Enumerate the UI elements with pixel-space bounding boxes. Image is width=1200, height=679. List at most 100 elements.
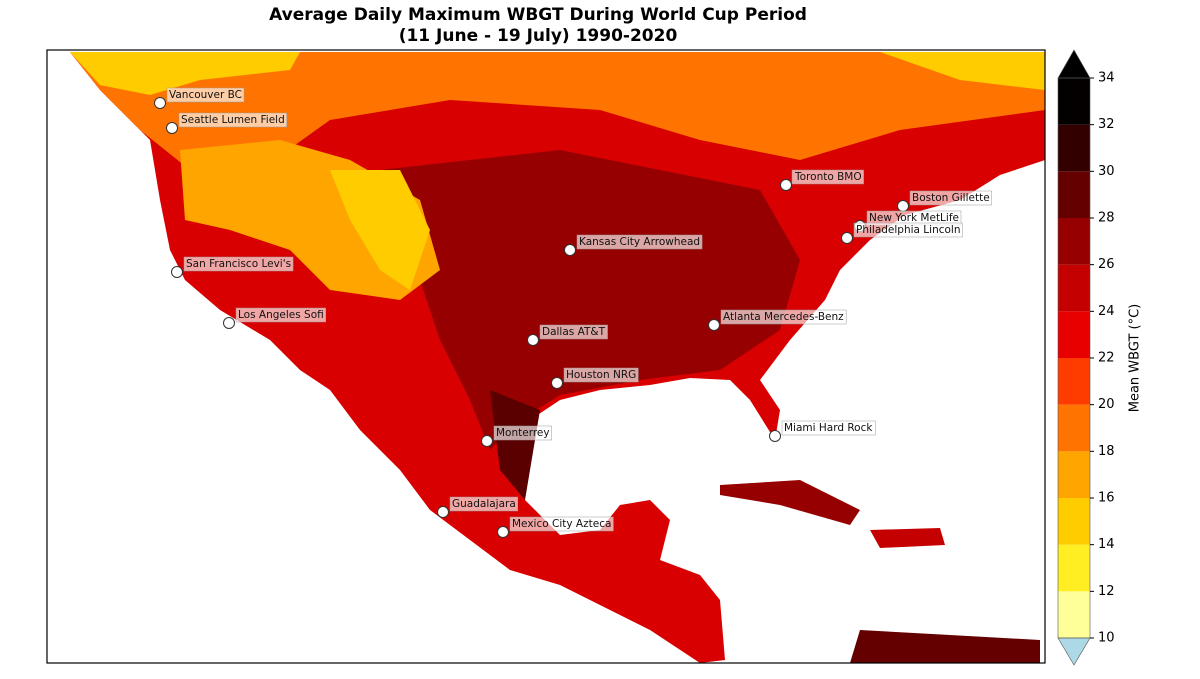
colorbar-tick-label: 14 — [1098, 537, 1115, 552]
colorbar-tick-label: 20 — [1098, 397, 1115, 412]
city-marker — [708, 319, 720, 331]
colorbar-tick-label: 34 — [1098, 71, 1115, 86]
city-label-box — [539, 324, 608, 340]
city-label: New York MetLife — [869, 212, 959, 224]
map-frame — [46, 49, 1046, 664]
colorbar-bin — [1058, 451, 1090, 498]
city-marker — [166, 122, 178, 134]
colorbar-bin — [1058, 498, 1090, 545]
city-marker — [841, 232, 853, 244]
cool-region — [880, 52, 1045, 90]
title: Average Daily Maximum WBGT During World … — [269, 5, 807, 25]
subtitle: (11 June - 19 July) 1990-2020 — [399, 26, 678, 46]
city-label: Philadelphia Lincoln — [856, 224, 961, 236]
city-label: Houston NRG — [566, 369, 636, 381]
city-label-box — [449, 496, 519, 512]
city-marker — [780, 179, 792, 191]
city-label: San Francisco Levi's — [186, 258, 291, 270]
land — [850, 630, 1040, 663]
city-label-box — [178, 112, 287, 128]
cities: Vancouver BC Seattle Lumen Field Toronto B… — [154, 87, 992, 538]
city-label-box — [576, 234, 703, 250]
city-label: Los Angeles Sofi — [238, 309, 324, 321]
colorbar-tick-label: 22 — [1098, 351, 1115, 366]
colorbar-tick-label: 16 — [1098, 491, 1115, 506]
city: Atlanta Mercedes-Benz — [708, 309, 847, 331]
city-marker — [497, 526, 509, 538]
cool-region — [70, 52, 300, 95]
city: Mexico City Azteca — [497, 516, 614, 538]
colorbar-label: Mean WBGT (°C) — [1128, 304, 1143, 413]
colorbar-tick-label: 18 — [1098, 444, 1115, 459]
colorbar-bin — [1058, 404, 1090, 452]
city: Dallas AT&T — [527, 324, 608, 346]
city-label-box — [909, 190, 992, 206]
colorbar-tick-label: 32 — [1098, 117, 1115, 132]
city: Vancouver BC — [154, 87, 245, 109]
city-marker — [171, 266, 183, 278]
colorbar-bin — [1058, 124, 1090, 172]
city-label: Monterrey — [496, 427, 550, 439]
city: Miami Hard Rock — [769, 420, 876, 442]
city-label: Miami Hard Rock — [784, 422, 873, 434]
city: Seattle Lumen Field — [166, 112, 287, 134]
city-marker — [564, 244, 576, 256]
city: Toronto BMO — [780, 169, 864, 191]
city-label: Atlanta Mercedes-Benz — [723, 311, 844, 323]
hot-region — [490, 390, 540, 500]
city-marker — [769, 430, 781, 442]
colorbar-tick-label: 10 — [1098, 631, 1115, 646]
city-marker — [223, 317, 235, 329]
city: Houston NRG — [551, 367, 639, 389]
colorbar-tick-label: 26 — [1098, 257, 1115, 272]
cool-region — [330, 170, 430, 290]
hot-region — [380, 150, 800, 450]
city-marker — [551, 377, 563, 389]
city-label: Toronto BMO — [794, 171, 862, 183]
city-label-box — [183, 256, 294, 272]
city: Kansas City Arrowhead — [564, 234, 703, 256]
colorbar: 10 12 14 16 18 20 22 24 26 28 30 32 34 — [1057, 49, 1115, 666]
city-label: Dallas AT&T — [542, 326, 606, 338]
city-label-box — [853, 222, 963, 238]
colorbar-tick-label: 30 — [1098, 164, 1115, 179]
colorbar-bin — [1058, 358, 1090, 405]
city-marker — [527, 334, 539, 346]
city: San Francisco Levi's — [171, 256, 294, 278]
city-label-box — [235, 307, 326, 323]
city-label: Mexico City Azteca — [512, 518, 611, 530]
colorbar-bin — [1058, 264, 1090, 312]
city-marker — [154, 97, 166, 109]
city: Guadalajara — [437, 496, 519, 518]
city-label: Guadalajara — [452, 498, 516, 510]
city-marker — [481, 435, 493, 447]
map-area — [46, 49, 1046, 664]
colorbar-bin — [1058, 218, 1090, 265]
city-label-box — [563, 367, 639, 383]
city-label: Seattle Lumen Field — [181, 114, 285, 126]
city: Boston Gillette — [897, 190, 992, 212]
colorbar-tick-label: 24 — [1098, 304, 1115, 319]
city-label-box — [720, 309, 847, 325]
colorbar-under — [1057, 637, 1091, 666]
city-label-box — [781, 420, 876, 436]
colorbar-bin — [1058, 544, 1090, 592]
cool-region — [70, 52, 1045, 190]
colorbar-over — [1057, 49, 1091, 79]
city-label-box — [509, 516, 614, 532]
colorbar-bin — [1058, 171, 1090, 218]
city: Monterrey — [481, 425, 552, 447]
city-label-box — [493, 425, 552, 441]
island — [720, 480, 860, 525]
colorbar-tick-label: 28 — [1098, 211, 1115, 226]
city: Los Angeles Sofi — [223, 307, 326, 329]
city-label: Boston Gillette — [912, 192, 990, 204]
city: Philadelphia Lincoln — [841, 222, 963, 244]
city-label-box — [791, 169, 864, 185]
colorbar-tick-label: 12 — [1098, 584, 1115, 599]
city-label-box — [166, 87, 245, 103]
colorbar-bin — [1058, 311, 1090, 358]
city-label: Vancouver BC — [169, 89, 242, 101]
